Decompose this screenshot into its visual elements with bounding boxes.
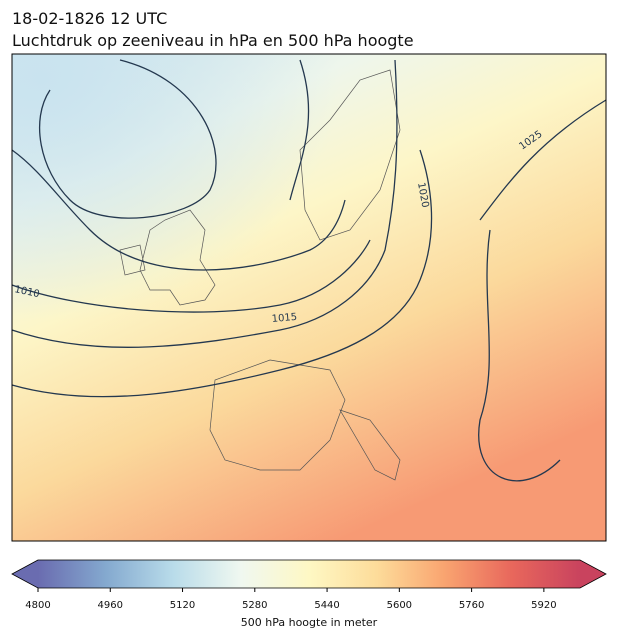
colorbar-fill: [38, 560, 580, 588]
extend-high: [580, 560, 606, 588]
colorbar-label: 500 hPa hoogte in meter: [241, 616, 378, 629]
contour-label: 1015: [271, 312, 297, 325]
tick-label: 4800: [25, 600, 50, 611]
contour-label: 1010: [13, 284, 40, 300]
tick-label: 5760: [459, 600, 484, 611]
extend-low: [12, 560, 38, 588]
tick-label: 5440: [314, 600, 339, 611]
subtitle: Luchtdruk op zeeniveau in hPa en 500 hPa…: [12, 31, 414, 50]
tick-label: 5600: [387, 600, 412, 611]
colorbar: 4800 4960 5120 5280 5440 5600 5760 5920 500 hPa …: [11, 559, 607, 629]
contour-label: 1020: [415, 182, 430, 209]
colorbar-outline: [11, 559, 607, 589]
tick-label: 5920: [531, 600, 556, 611]
tick-label: 5120: [170, 600, 195, 611]
tick-label: 5280: [242, 600, 267, 611]
title: 18-02-1826 12 UTC: [12, 9, 167, 28]
map: 1010 1015 1020 1025: [11, 53, 607, 542]
tick-label: 4960: [98, 600, 123, 611]
